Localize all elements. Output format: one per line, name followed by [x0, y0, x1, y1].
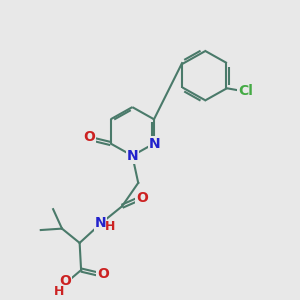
Text: Cl: Cl	[238, 83, 253, 98]
Text: N: N	[149, 136, 161, 151]
Text: O: O	[59, 274, 71, 289]
Text: O: O	[136, 191, 148, 205]
Text: N: N	[95, 216, 106, 230]
Text: H: H	[53, 285, 64, 298]
Text: O: O	[83, 130, 95, 144]
Text: O: O	[97, 267, 109, 281]
Text: H: H	[104, 220, 115, 233]
Text: N: N	[127, 149, 138, 163]
